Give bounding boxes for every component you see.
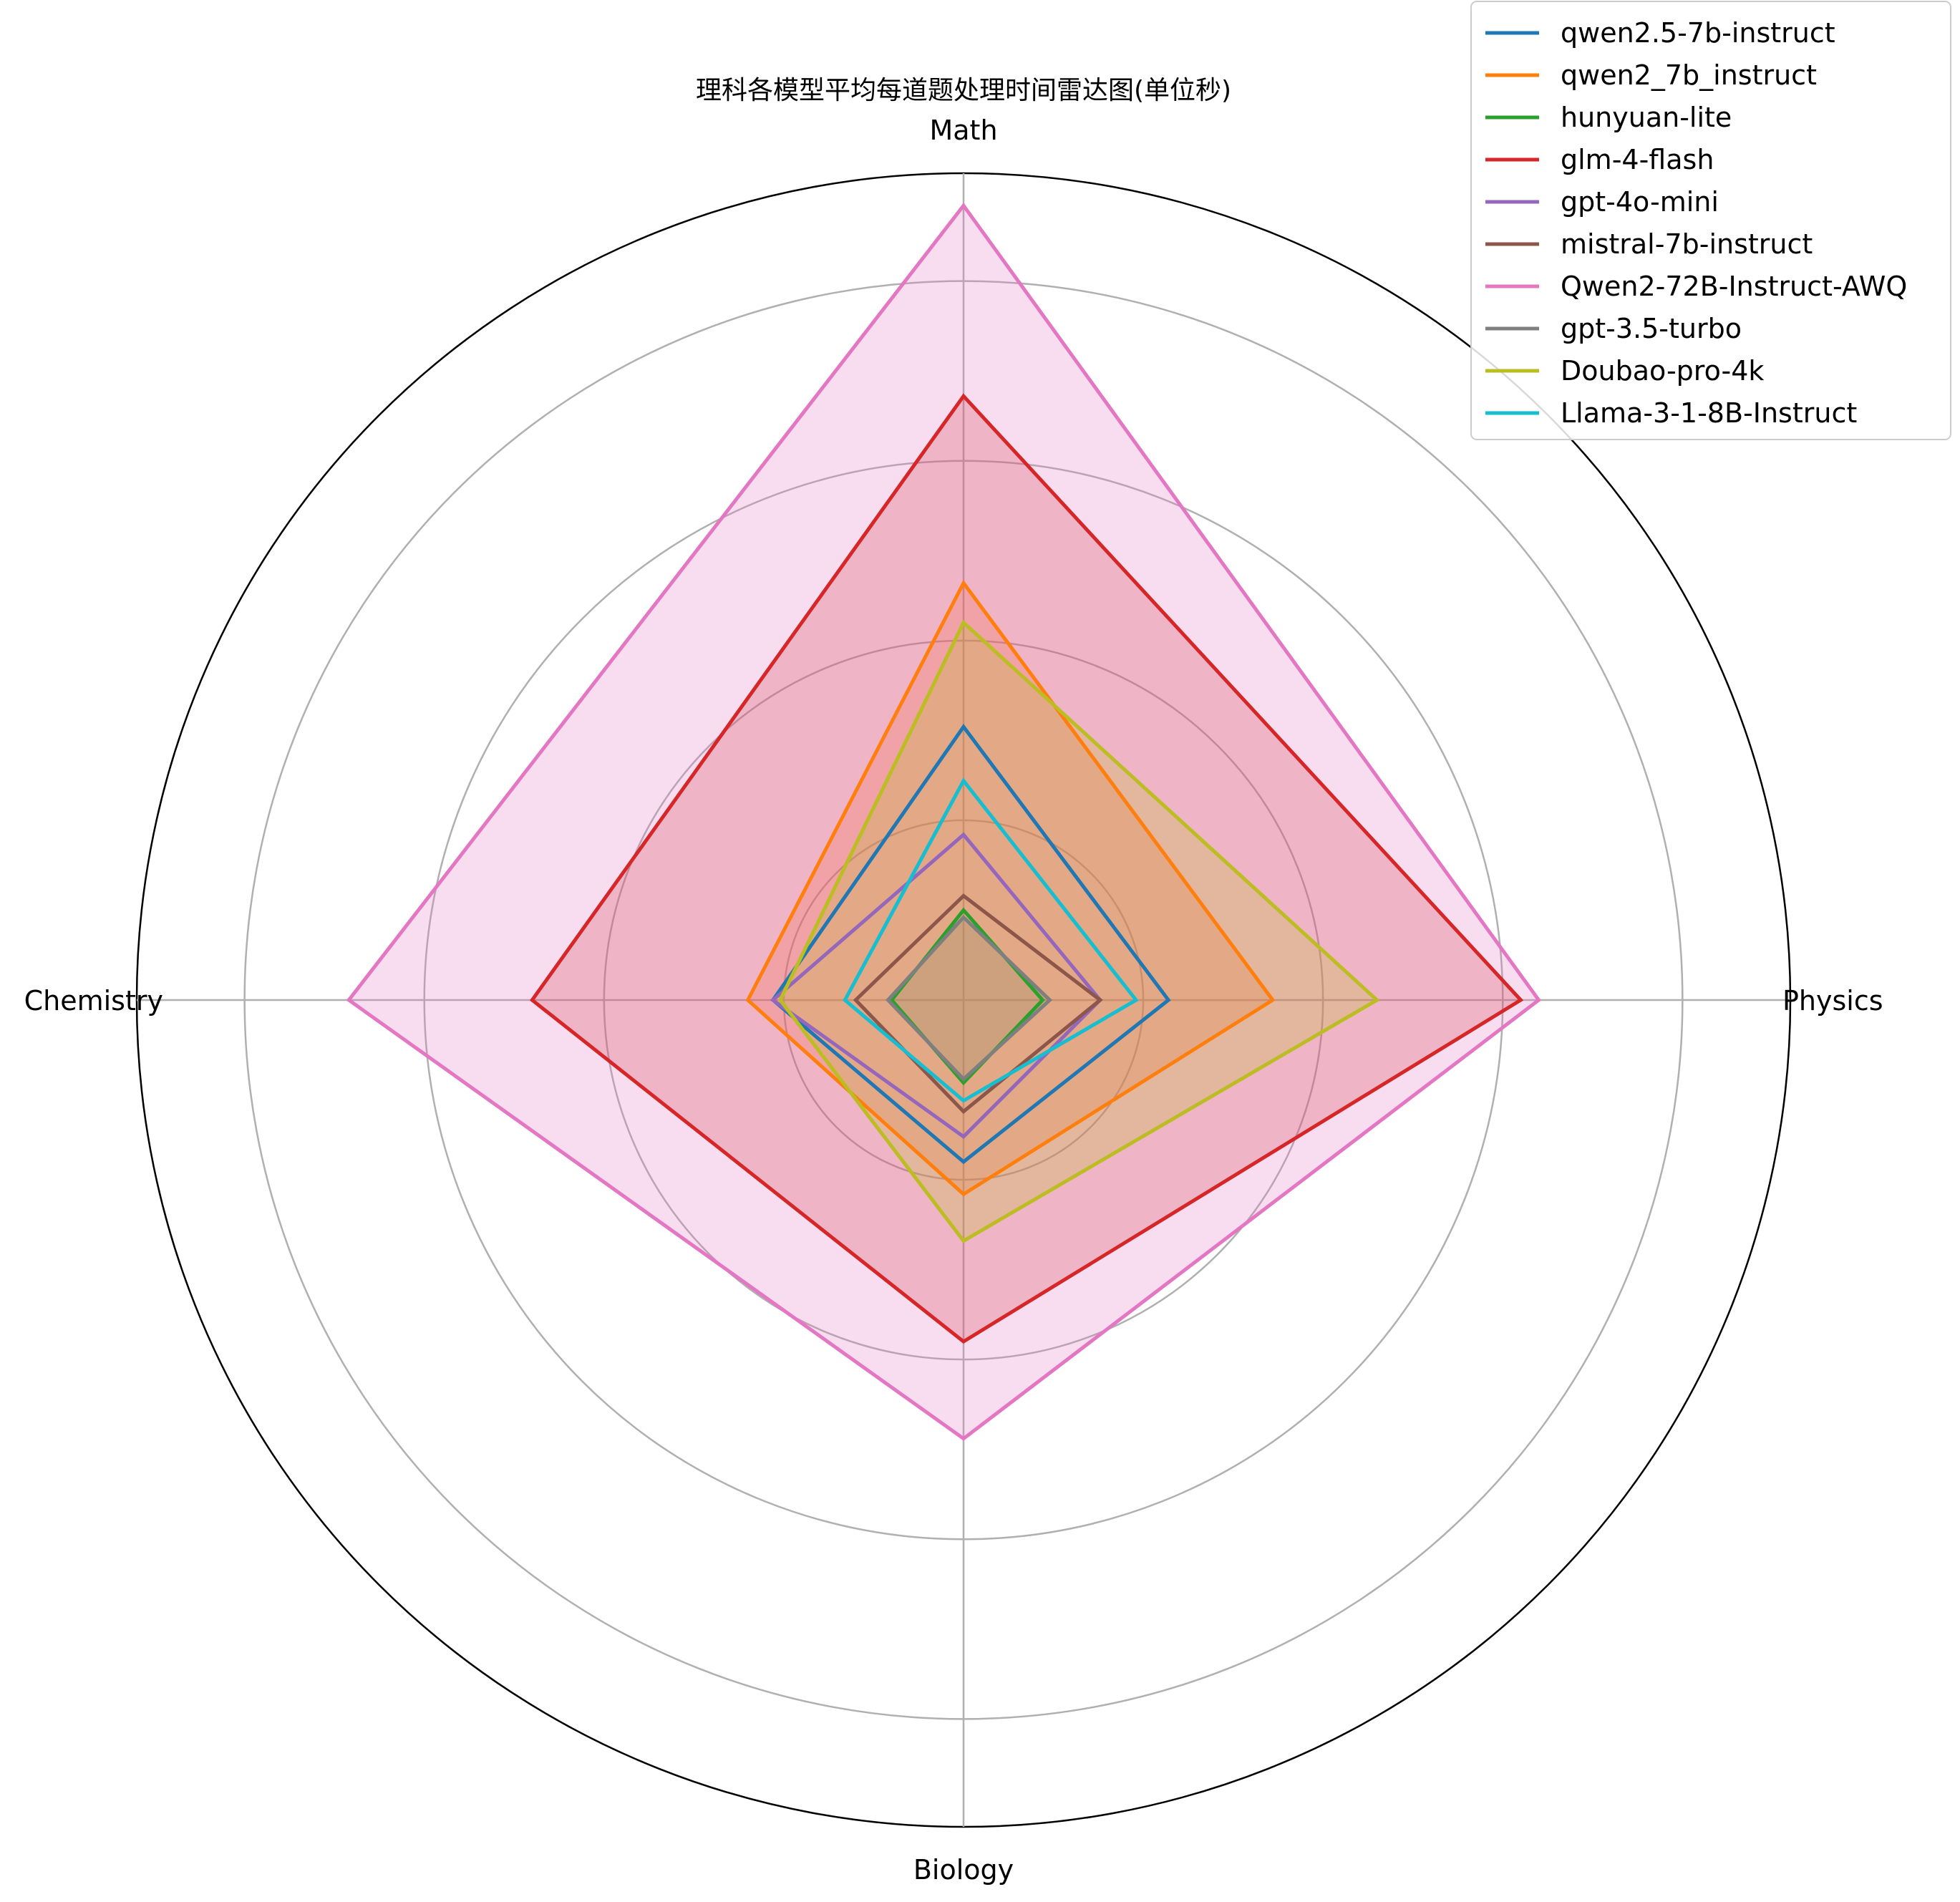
legend-entry: glm-4-flash [1561, 144, 1714, 175]
axis-label: Chemistry [24, 985, 163, 1016]
series-fill [532, 396, 1521, 1342]
series-line [770, 832, 1103, 1140]
series-lines [346, 203, 1541, 1441]
legend-entry: gpt-4o-mini [1561, 186, 1719, 218]
series-line [853, 893, 1103, 1115]
axis-label: Physics [1782, 985, 1883, 1016]
series-line [770, 724, 1171, 1165]
legend-entry: Qwen2-72B-Instruct-AWQ [1561, 271, 1907, 302]
legend-box [1470, 1, 1951, 440]
legend-entry: hunyuan-lite [1561, 102, 1732, 133]
axis-labels: Math Physics Biology Chemistry [24, 115, 1883, 1886]
legend-entry: Llama-3-1-8B-Instruct [1561, 397, 1857, 429]
legend-entry: qwen2.5-7b-instruct [1561, 17, 1835, 49]
series-fills [349, 205, 1539, 1439]
radar-grid [135, 172, 1792, 1828]
legend: qwen2.5-7b-instruct qwen2_7b_instructhuny… [1470, 1, 1951, 440]
series-line [843, 777, 1139, 1103]
axis-label: Biology [913, 1854, 1014, 1886]
legend-entry: mistral-7b-instruct [1561, 228, 1813, 260]
axis-label: Math [929, 115, 997, 146]
legend-entry: qwen2_7b_instruct [1561, 59, 1817, 91]
series-line [777, 619, 1380, 1243]
chart-title: 理科各模型平均每道题处理时间雷达图(单位秒) [696, 76, 1231, 105]
legend-entry: gpt-3.5-turbo [1561, 313, 1742, 344]
series-line [346, 203, 1541, 1441]
series-line [529, 393, 1524, 1344]
series-line [886, 914, 1053, 1082]
legend-entry: Doubao-pro-4k [1561, 355, 1764, 387]
series-fill [349, 205, 1539, 1439]
series-line [745, 579, 1276, 1197]
